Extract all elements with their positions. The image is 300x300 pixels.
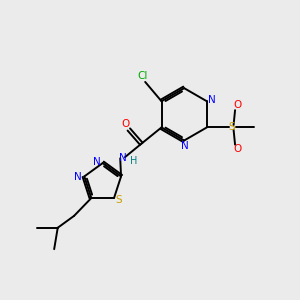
Text: N: N — [94, 157, 101, 167]
Text: O: O — [233, 144, 242, 154]
Text: N: N — [119, 153, 127, 163]
Text: N: N — [74, 172, 82, 182]
Text: S: S — [229, 122, 236, 132]
Text: N: N — [181, 141, 189, 151]
Text: O: O — [122, 119, 130, 129]
Text: N: N — [208, 95, 216, 105]
Text: H: H — [130, 156, 137, 166]
Text: O: O — [233, 100, 242, 110]
Text: Cl: Cl — [138, 71, 148, 81]
Text: S: S — [116, 195, 122, 206]
